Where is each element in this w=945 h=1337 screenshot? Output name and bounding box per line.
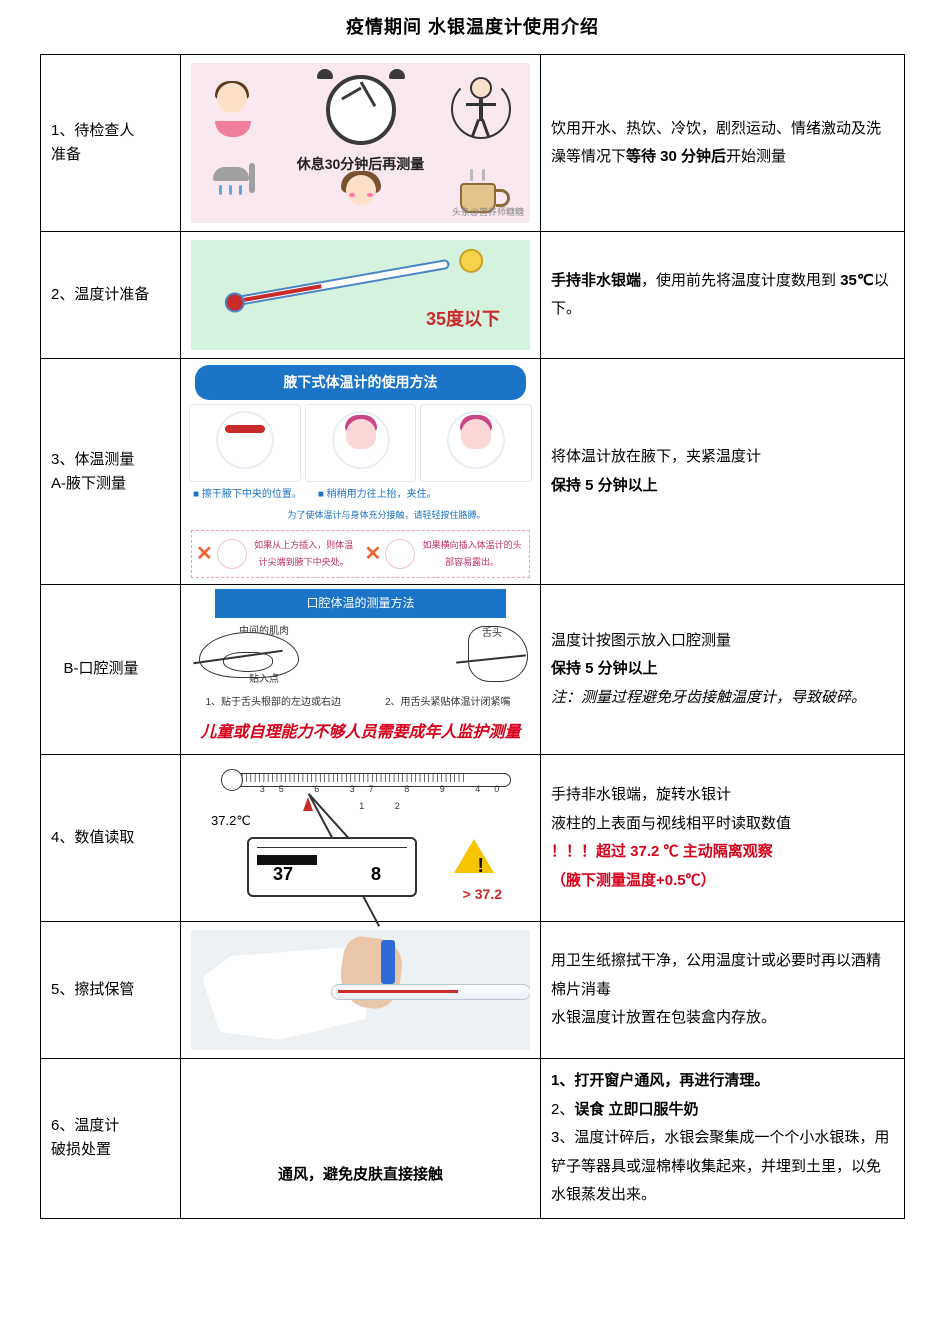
- oral-step2-icon: 舌头 2、用舌头紧贴体温计闭紧嘴: [364, 622, 533, 712]
- row4-desc: 温度计按图示放入口腔测量 保持 5 分钟以上 注：测量过程避免牙齿接触温度计，导…: [541, 584, 905, 754]
- row7-label: 6、温度计 破损处置: [41, 1059, 181, 1219]
- below-35-label: 35度以下: [426, 302, 500, 336]
- armpit-step3-icon: [420, 404, 532, 482]
- row3-desc: 将体温计放在腋下，夹紧温度计 保持 5 分钟以上: [541, 359, 905, 585]
- row-3: 3、体温测量 A-腋下测量 腋下式体温计的使用方法 擦干腋下中央的位置。 稍稍用…: [41, 359, 905, 585]
- oral-banner: 口腔体温的测量方法: [215, 589, 506, 618]
- glass-thermometer-icon: [331, 984, 530, 1000]
- emotional-girl-icon: [331, 171, 391, 217]
- wrong-b-icon: [385, 539, 415, 569]
- row6-desc: 用卫生纸擦拭干净，公用温度计或必要时再以酒精棉片消毒 水银温度计放置在包装盒内存…: [541, 922, 905, 1059]
- eating-kid-icon: [205, 81, 275, 141]
- row-7: 6、温度计 破损处置 通风，避免皮肤直接接触 1、打开窗户通风，再进行清理。 2…: [41, 1059, 905, 1219]
- row1-desc: 饮用开水、热饮、冷饮，剧烈运动、情绪激动及洗澡等情况下等待 30 分钟后开始测量: [541, 55, 905, 232]
- r7-d1p: 1、: [551, 1072, 574, 1089]
- armpit-note-b: 稍稍用力往上抬，夹住。: [318, 485, 437, 504]
- row5-desc: 手持非水银端，旋转水银计 液柱的上表面与视线相平时读取数值 ！！！超过 37.2…: [541, 755, 905, 922]
- r3-l1: 将体温计放在腋下，夹紧温度计: [551, 443, 894, 472]
- r6-l1: 用卫生纸擦拭干净，公用温度计或必要时再以酒精棉片消毒: [551, 947, 894, 1004]
- armpit-step2-icon: [305, 404, 417, 482]
- r3-bold: 保持 5 分钟以上: [551, 472, 894, 501]
- x-icon: ✕: [196, 535, 213, 573]
- warning-triangle-icon: [454, 839, 494, 873]
- oral-cap1: 1、贴于舌头根部的左边或右边: [189, 693, 358, 712]
- gt-372-label: > 37.2: [463, 881, 502, 908]
- row2-image-cell: 35度以下: [181, 232, 541, 359]
- r5-red2: （腋下测量温度+0.5℃）: [551, 867, 894, 896]
- armpit-step1-icon: [189, 404, 301, 482]
- thermometer-cap-icon: [381, 940, 395, 984]
- oral-cap2: 2、用舌头紧贴体温计闭紧嘴: [364, 693, 533, 712]
- r5-l1: 手持非水银端，旋转水银计: [551, 781, 894, 810]
- wrong-a-text: 如果从上方插入，则体温计尖端到腋下中央处。: [251, 537, 357, 571]
- row4-image-cell: 口腔体温的测量方法 中间的肌肉 贴入点 1、贴于舌头根部的左边或右边 舌头: [181, 584, 541, 754]
- wait-30min-illustration: 休息30分钟后再测量 头条@营养师糖糖: [191, 63, 530, 223]
- r7-d1b: 打开窗户通风，再进行清理。: [574, 1072, 769, 1089]
- row2-desc: 手持非水银端，使用前先将温度计度数甩到 35℃以下。: [541, 232, 905, 359]
- r5-red1: ！！！超过 37.2 ℃ 主动隔离观察: [551, 838, 894, 867]
- reading-illustration: ||||||||||||||||||||||||||||||||||||||||…: [191, 763, 530, 913]
- jump-rope-icon: [446, 75, 516, 145]
- ventilation-caption: 通风，避免皮肤直接接触: [191, 1161, 530, 1190]
- row3-image-cell: 腋下式体温计的使用方法 擦干腋下中央的位置。 稍稍用力往上抬，夹住。 为了使体温…: [181, 359, 541, 585]
- r1-post: 开始测量: [726, 148, 786, 165]
- oral-step1-icon: 中间的肌肉 贴入点 1、贴于舌头根部的左边或右边: [189, 622, 358, 712]
- thermometer-prep-illustration: 35度以下: [191, 240, 530, 350]
- row7-desc: 1、打开窗户通风，再进行清理。 2、误食 立即口服牛奶 3、温度计碎后，水银会聚…: [541, 1059, 905, 1219]
- r2-mid: ，使用前先将温度计度数甩到: [641, 272, 840, 289]
- armpit-wrong-row: ✕如果从上方插入，则体温计尖端到腋下中央处。 ✕如果横向插入体温计的头部容易露出…: [191, 530, 530, 578]
- instruction-table: 1、待检查人 准备 休息30分钟后再测量 头条@营养师糖糖 饮用开水、热饮、冷饮…: [40, 54, 905, 1218]
- zoom-box: 37 8: [247, 837, 417, 897]
- t372-label: 37.2℃: [211, 809, 251, 834]
- row6-image-cell: [181, 922, 541, 1059]
- r2-b1: 手持非水银端: [551, 272, 641, 289]
- r4-l1: 温度计按图示放入口腔测量: [551, 627, 894, 656]
- row-1: 1、待检查人 准备 休息30分钟后再测量 头条@营养师糖糖 饮用开水、热饮、冷饮…: [41, 55, 905, 232]
- r7-d3: 3、温度计碎后，水银会聚集成一个个小水银珠，用铲子等器具或湿棉棒收集起来，并埋到…: [551, 1124, 894, 1210]
- r7-d2b: 误食 立即口服牛奶: [574, 1101, 698, 1118]
- image-credit: 头条@营养师糖糖: [452, 204, 524, 221]
- armpit-note-sub: 为了使体温计与身体充分接触，请轻轻按住胳膊。: [185, 507, 536, 527]
- r2-b2: 35℃: [840, 272, 874, 289]
- armpit-note-a: 擦干腋下中央的位置。: [193, 485, 302, 504]
- alarm-clock-icon: [326, 75, 396, 145]
- row3-label: 3、体温测量 A-腋下测量: [41, 359, 181, 585]
- wrong-a-icon: [217, 539, 247, 569]
- wrong-b-text: 如果横向插入体温计的头部容易露出。: [419, 537, 525, 571]
- row1-label: 1、待检查人 准备: [41, 55, 181, 232]
- zoom-8: 8: [371, 857, 381, 891]
- row6-label: 5、擦拭保管: [41, 922, 181, 1059]
- row4-label: B-口腔测量: [41, 584, 181, 754]
- r6-l2: 水银温度计放置在包装盒内存放。: [551, 1004, 894, 1033]
- row5-label: 4、数值读取: [41, 755, 181, 922]
- oral-t-point: 贴入点: [249, 670, 279, 689]
- row-2: 2、温度计准备 35度以下 手持非水银端，使用前先将温度计度数甩到 35℃以下。: [41, 232, 905, 359]
- row1-image-cell: 休息30分钟后再测量 头条@营养师糖糖: [181, 55, 541, 232]
- armpit-method-illustration: 腋下式体温计的使用方法 擦干腋下中央的位置。 稍稍用力往上抬，夹住。 为了使体温…: [185, 365, 536, 578]
- row5-image-cell: ||||||||||||||||||||||||||||||||||||||||…: [181, 755, 541, 922]
- row2-label: 2、温度计准备: [41, 232, 181, 359]
- scale-numbers: 35 6 37 8 9 40 1 2: [243, 781, 530, 815]
- shower-icon: [209, 163, 269, 213]
- warning-exclaim: !: [477, 847, 484, 885]
- x-icon: ✕: [365, 535, 382, 573]
- r5-l2: 液柱的上表面与视线相平时读取数值: [551, 810, 894, 839]
- zoom-37: 37: [273, 857, 293, 891]
- row-6: 5、擦拭保管 用卫生纸擦拭干净，公用温度计或必要时再以酒精棉片消毒 水银温度计放…: [41, 922, 905, 1059]
- oral-method-illustration: 口腔体温的测量方法 中间的肌肉 贴入点 1、贴于舌头根部的左边或右边 舌头: [185, 589, 536, 750]
- row-5: 4、数值读取 |||||||||||||||||||||||||||||||||…: [41, 755, 905, 922]
- r4-bold: 保持 5 分钟以上: [551, 655, 894, 684]
- oral-warning: 儿童或自理能力不够人员需要成年人监护测量: [185, 712, 536, 750]
- r1-bold: 等待 30 分钟后: [626, 148, 726, 165]
- r7-d2p: 2、: [551, 1101, 574, 1118]
- armpit-banner: 腋下式体温计的使用方法: [195, 365, 526, 400]
- r4-note: 注：测量过程避免牙齿接触温度计，导致破碎。: [551, 684, 894, 713]
- row7-image-cell: 通风，避免皮肤直接接触: [181, 1059, 541, 1219]
- document-title: 疫情期间 水银温度计使用介绍: [40, 10, 905, 44]
- row-4: B-口腔测量 口腔体温的测量方法 中间的肌肉 贴入点 1、贴于舌头根部的左边或右…: [41, 584, 905, 754]
- wipe-illustration: [191, 930, 530, 1050]
